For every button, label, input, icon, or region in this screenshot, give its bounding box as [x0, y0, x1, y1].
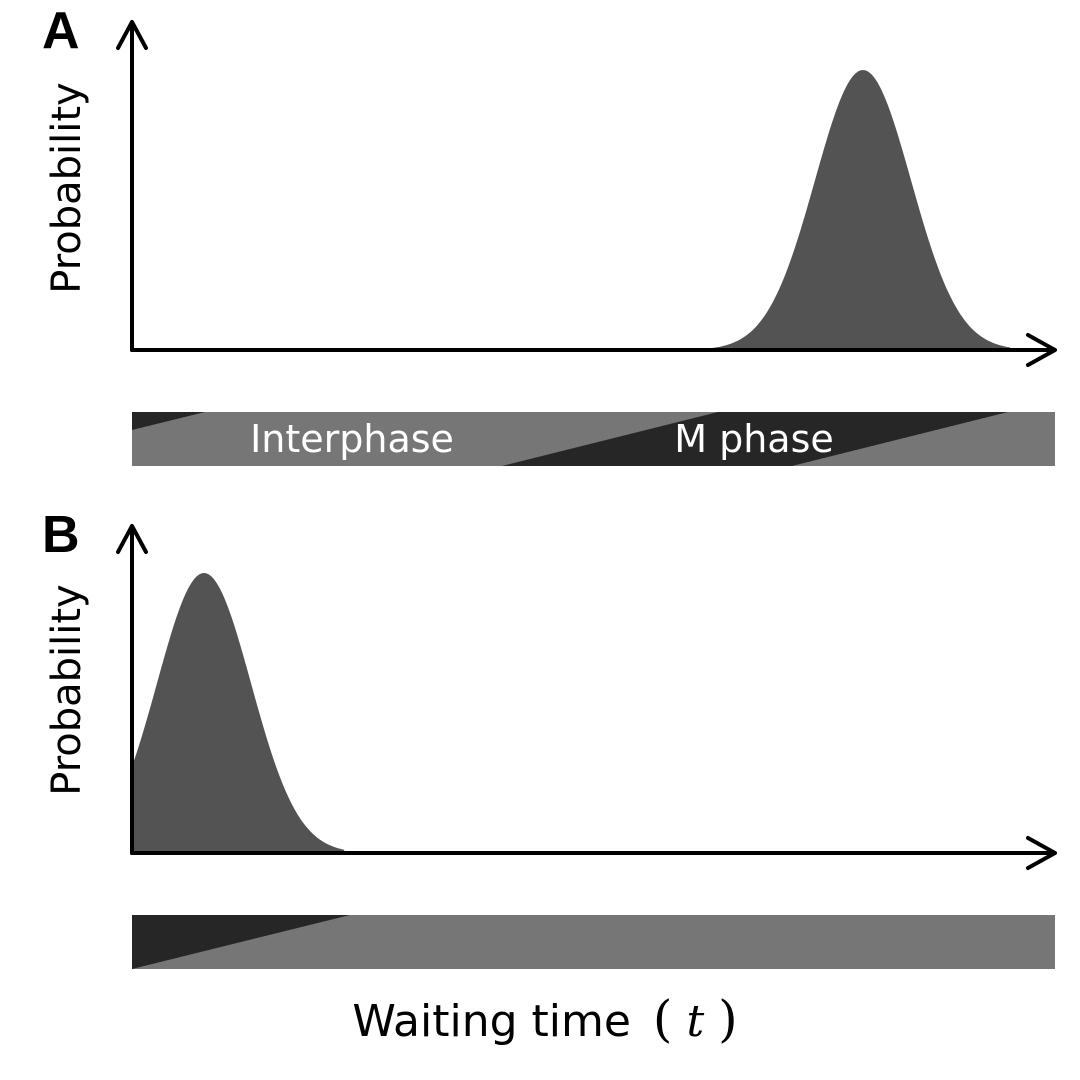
- panel-b-letter: B: [42, 506, 80, 564]
- panel-b-axes: [116, 524, 1057, 870]
- x-axis-label: Waiting time ( t ): [352, 990, 737, 1048]
- panel-b-band-dark-wedge: [132, 915, 350, 969]
- x-axis-label-text: Waiting time: [352, 996, 631, 1047]
- panel-a-phase-band: Interphase M phase: [132, 412, 1055, 466]
- panel-b-y-axis-arrowhead: [116, 524, 148, 554]
- panel-a-letter: A: [42, 2, 80, 60]
- m-phase-label: M phase: [674, 417, 834, 461]
- panel-a-y-axis-arrowhead: [116, 20, 148, 50]
- panel-a-y-axis-label: Probability: [44, 82, 90, 293]
- panel-b-y-axis-label: Probability: [44, 584, 90, 795]
- panel-a-band-dark-wedge-start: [132, 412, 205, 430]
- x-axis-label-variable: t: [686, 996, 704, 1047]
- panel-b-distribution-curve: [132, 573, 345, 853]
- x-axis-label-close-paren: ): [718, 990, 738, 1048]
- panel-a-band-dark-wedge-mphase: [502, 412, 1008, 466]
- panel-a-distribution-curve: [700, 70, 1010, 350]
- panel-b-x-axis-arrowhead: [1026, 836, 1057, 870]
- panel-a-x-axis-arrowhead: [1026, 333, 1057, 367]
- panel-a: A Probability Interphase M phase: [42, 2, 1057, 466]
- panel-b: B Probability: [42, 506, 1057, 969]
- panel-a-axes: [116, 20, 1057, 367]
- x-axis-label-open-paren: (: [653, 990, 673, 1048]
- interphase-label: Interphase: [250, 417, 454, 461]
- panel-b-phase-band: [132, 915, 1055, 969]
